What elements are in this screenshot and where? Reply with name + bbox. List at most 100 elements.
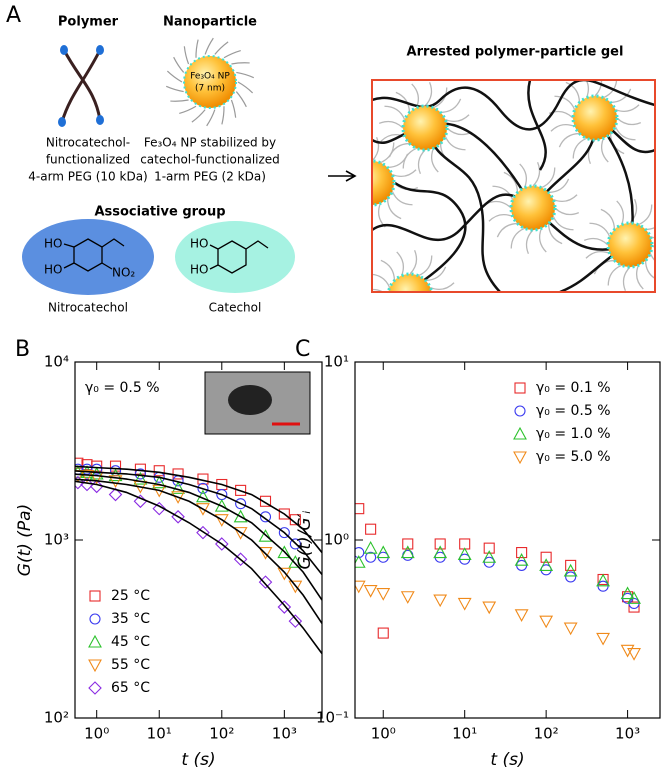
gray-chain xyxy=(519,163,528,188)
marker xyxy=(152,475,167,489)
marker xyxy=(596,573,610,587)
gray-chain xyxy=(607,264,622,286)
y-tick-label: 10⁴ xyxy=(44,353,69,371)
particle xyxy=(509,184,557,232)
marker xyxy=(80,470,94,483)
marker xyxy=(258,547,273,560)
x-tick-label: 10³ xyxy=(272,725,297,743)
np-core: (7 nm) xyxy=(195,84,225,94)
fit-line xyxy=(75,478,322,624)
atom-label: HO xyxy=(44,263,62,277)
caption: Nitrocatechol- xyxy=(46,136,130,150)
marker xyxy=(214,514,229,527)
gray-chain xyxy=(550,123,575,132)
y-tick-label: 10⁻¹ xyxy=(316,709,349,727)
polymer-title: Polymer xyxy=(58,15,119,30)
panel-a: A Polymer Nitrocatechol- functionalized … xyxy=(6,3,656,340)
gray-chain xyxy=(440,98,462,114)
x-tick-label: 10³ xyxy=(615,725,640,743)
gray-chain xyxy=(418,255,433,277)
gray-chain xyxy=(622,266,631,292)
marker xyxy=(400,545,415,559)
marker xyxy=(277,567,292,581)
marker xyxy=(134,468,146,480)
marker xyxy=(620,586,635,600)
caption: 4-arm PEG (10 kDa) xyxy=(28,170,147,184)
legend-marker xyxy=(513,451,527,465)
marker xyxy=(363,585,378,598)
gray-chain xyxy=(430,282,455,291)
fit-line xyxy=(75,470,322,575)
ray xyxy=(173,56,185,73)
marker xyxy=(377,627,389,639)
marker xyxy=(565,571,577,583)
inset-sample xyxy=(228,385,272,415)
gray-chain xyxy=(426,312,440,332)
marker xyxy=(540,551,552,563)
gray-chain xyxy=(583,237,609,246)
gray-chain xyxy=(645,226,655,231)
plot-area xyxy=(75,457,322,655)
marker xyxy=(152,501,167,516)
marker xyxy=(259,495,272,507)
plot-area xyxy=(355,503,641,661)
legend-marker xyxy=(88,681,102,695)
nanoparticle xyxy=(183,55,237,109)
marker xyxy=(108,487,123,502)
gray-chain xyxy=(486,200,512,209)
marker xyxy=(376,545,391,559)
marker xyxy=(109,460,122,472)
nanoparticle-rays xyxy=(165,37,255,127)
marker xyxy=(433,545,448,559)
gray-chain xyxy=(388,316,401,336)
ray xyxy=(165,85,184,93)
gray-chain xyxy=(417,316,424,340)
particle xyxy=(401,104,449,152)
marker xyxy=(75,457,84,469)
ray xyxy=(235,91,247,108)
np-core: Fe₃O₄ NP xyxy=(190,72,230,82)
ray xyxy=(223,49,241,59)
gray-chain xyxy=(585,250,610,259)
panel-label: B xyxy=(15,337,30,362)
gray-chain xyxy=(343,147,357,167)
gray-chain xyxy=(425,266,447,282)
gray-chain xyxy=(615,104,640,113)
ray xyxy=(170,99,189,102)
marker xyxy=(133,471,148,485)
gray-chain xyxy=(430,148,439,173)
marker xyxy=(539,615,554,629)
gray-chain xyxy=(378,120,404,129)
marker xyxy=(233,527,248,540)
marker xyxy=(288,614,303,628)
marker xyxy=(482,601,497,615)
legend-marker xyxy=(88,634,102,648)
legend-marker xyxy=(514,382,526,394)
y-tick-label: 10² xyxy=(44,709,69,727)
gray-chain xyxy=(548,178,570,194)
gray-chain xyxy=(336,199,356,213)
polymer-icon xyxy=(60,49,102,123)
atom-label: NO₂ xyxy=(112,266,135,280)
gray-chain xyxy=(445,114,470,123)
fit-line xyxy=(75,465,322,554)
gel-illustration xyxy=(336,80,655,340)
y-tick-label: 10³ xyxy=(44,531,69,549)
group-title: Associative group xyxy=(94,205,225,220)
atom-label: HO xyxy=(190,237,208,251)
x-axis-label: t (s) xyxy=(490,750,524,770)
marker xyxy=(596,632,610,646)
caption: functionalized xyxy=(46,153,130,167)
ray xyxy=(214,41,229,55)
x-tick-label: 10¹ xyxy=(452,725,477,743)
legend-marker xyxy=(89,613,101,625)
marker xyxy=(355,580,366,594)
gray-chain xyxy=(386,198,402,220)
gray-chain xyxy=(565,81,581,103)
axes-frame xyxy=(354,361,661,719)
gray-chain xyxy=(651,244,655,249)
legend-label: 35 °C xyxy=(111,611,150,627)
marker xyxy=(108,475,123,488)
legend-label: 25 °C xyxy=(111,588,150,604)
gray-chain xyxy=(553,194,578,203)
